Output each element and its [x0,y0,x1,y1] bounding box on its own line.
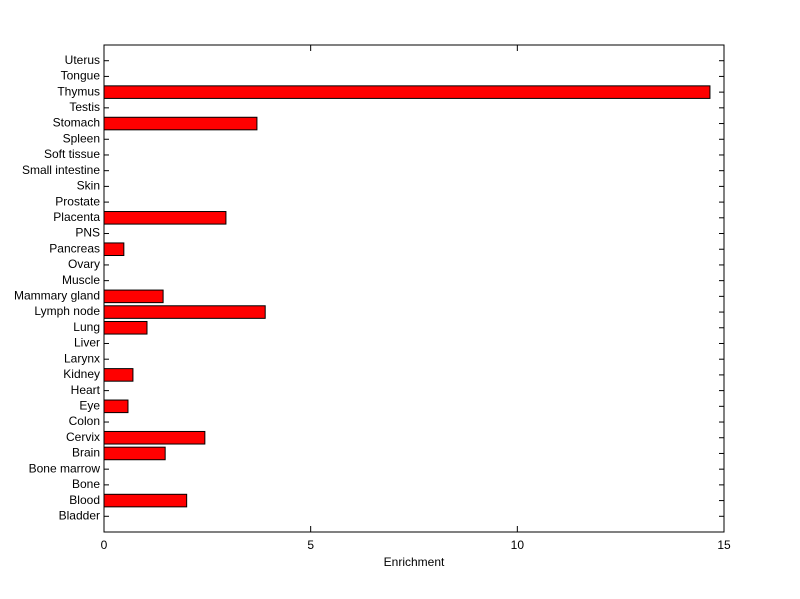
y-tick-label: PNS [75,226,100,240]
y-tick-label: Liver [74,336,100,350]
y-tick-label: Mammary gland [14,289,100,303]
y-tick-label: Larynx [64,351,100,365]
bar [103,85,711,99]
y-tick-label: Colon [69,414,100,428]
y-tick-label: Placenta [53,210,100,224]
y-tick-label: Uterus [65,53,100,67]
bar [103,493,188,508]
y-tick-label: Muscle [62,273,100,287]
x-tick-label: 10 [511,538,525,552]
y-tick-label: Soft tissue [44,147,100,161]
bar [103,116,258,131]
y-tick-label: Spleen [63,131,100,145]
bar [103,446,166,461]
y-tick-label: Blood [69,493,100,507]
y-tick-label: Brain [72,446,100,460]
y-tick-label: Cervix [66,430,100,444]
y-tick-label: Lung [73,320,100,334]
y-tick-label: Stomach [53,116,100,130]
bar [103,242,125,257]
plot-frame [103,44,725,533]
y-tick-label: Pancreas [49,241,100,255]
bar [103,399,129,414]
x-tick-label: 5 [307,538,314,552]
y-tick-label: Testis [69,100,100,114]
bar [103,211,227,225]
bar [103,430,206,445]
y-tick-label: Kidney [63,367,100,381]
y-tick-label: Skin [77,179,100,193]
y-tick-label: Bone marrow [29,461,101,475]
y-tick-label: Eye [79,398,100,412]
x-tick-label: 0 [101,538,108,552]
x-tick-label: 15 [717,538,731,552]
y-tick-label: Lymph node [34,304,100,318]
y-tick-label: Small intestine [22,163,100,177]
y-tick-label: Bladder [59,508,100,522]
y-tick-label: Ovary [68,257,100,271]
x-axis-label: Enrichment [384,555,445,569]
bar [103,289,164,304]
y-tick-label: Thymus [57,84,100,98]
y-tick-label: Prostate [55,194,100,208]
bar [103,320,148,335]
y-tick-label: Heart [71,383,101,397]
bar [103,305,266,319]
bar [103,368,134,382]
y-tick-label: Bone [72,477,100,491]
y-tick-label: Tongue [61,69,101,83]
